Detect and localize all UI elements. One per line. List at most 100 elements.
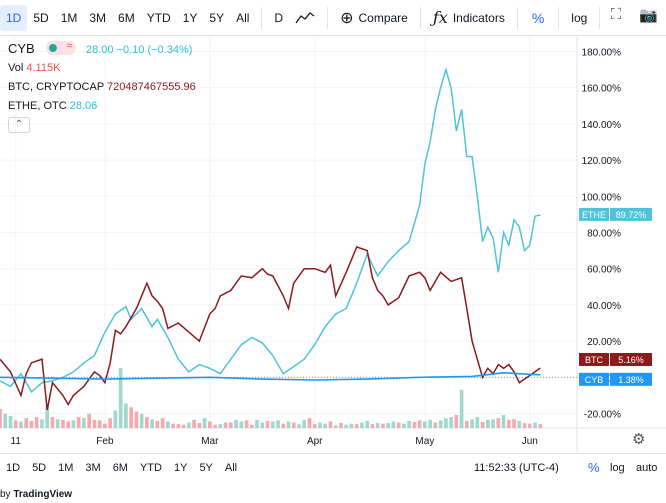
volume-bar: [118, 368, 123, 428]
log-scale-button[interactable]: log: [565, 5, 593, 31]
volume-bar: [29, 420, 34, 428]
volume-bar: [129, 407, 133, 428]
range-1d[interactable]: 1D: [6, 461, 21, 474]
y-tick-label: 160.00%: [582, 84, 622, 95]
volume-bar: [485, 419, 490, 428]
volume-bar: [82, 418, 86, 428]
volume-bar: [50, 417, 55, 428]
interval-1y[interactable]: 1Y: [182, 10, 198, 25]
last-value-label-btc: BTC 5.16%: [579, 352, 652, 366]
interval-5y[interactable]: 5Y: [209, 10, 225, 25]
volume-bar: [386, 423, 390, 428]
main-symbol-label[interactable]: CYB: [8, 41, 35, 56]
fullscreen-icon[interactable]: ⛶: [610, 6, 622, 23]
chart-style-button[interactable]: [289, 5, 321, 31]
interval-ytd[interactable]: YTD: [146, 10, 171, 25]
range-3m[interactable]: 3M: [85, 461, 101, 474]
series-line-ethe: [0, 66, 541, 393]
interval-all[interactable]: All: [236, 10, 250, 25]
y-tick-label: 100.00%: [582, 192, 622, 203]
x-tick-label: Mar: [201, 436, 219, 447]
toolbar-divider: [327, 6, 329, 29]
branding[interactable]: by TradingView: [0, 489, 72, 500]
range-ytd[interactable]: YTD: [139, 461, 162, 474]
volume-bar: [134, 411, 139, 428]
interval-6m[interactable]: 6M: [118, 10, 135, 25]
y-tick-label: 120.00%: [582, 156, 622, 167]
volume-bar: [354, 424, 359, 428]
percent-scale-button[interactable]: %: [531, 9, 545, 26]
range-6m[interactable]: 6M: [112, 461, 128, 474]
auto-toggle[interactable]: auto: [636, 462, 658, 474]
camera-icon[interactable]: 📷: [639, 7, 658, 24]
collapse-legend-button[interactable]: ⌃: [8, 117, 30, 133]
volume-bar: [438, 420, 443, 428]
series-line-btc: [0, 246, 541, 411]
volume-bar: [76, 417, 81, 428]
volume-bar: [291, 422, 296, 428]
volume-bar: [139, 413, 144, 428]
volume-bar: [402, 423, 406, 428]
log-label: log: [571, 10, 588, 25]
volume-bar: [260, 422, 265, 428]
branding-name: TradingView: [13, 489, 73, 500]
volume-bar: [108, 418, 112, 428]
interval-5d[interactable]: 5D: [33, 10, 49, 25]
volume-bar: [61, 419, 65, 428]
x-tick-label: May: [415, 436, 434, 447]
volume-bar: [0, 408, 2, 428]
indicators-button[interactable]: ƒx Indicators: [427, 5, 511, 31]
last-value-box: [610, 207, 652, 221]
x-tick-label: Jun: [522, 436, 538, 447]
volume-bar: [228, 422, 233, 428]
volume-bar: [449, 417, 453, 428]
range-all[interactable]: All: [224, 461, 238, 474]
chevron-up-icon: ⌃: [14, 119, 24, 130]
range-1y[interactable]: 1Y: [173, 461, 188, 474]
range-5d[interactable]: 5D: [32, 461, 47, 474]
y-tick-label: 140.00%: [582, 120, 622, 131]
gear-icon[interactable]: ⚙: [632, 431, 646, 448]
interval-1d[interactable]: 1D: [0, 4, 28, 31]
date-range-buttons: 1D 5D 1M 3M 6M YTD 1Y 5Y All: [0, 462, 243, 474]
price-chart[interactable]: 180.00% 160.00% 140.00% 120.00% 100.00% 80.00…: [0, 37, 666, 452]
last-value-text: 5.16%: [618, 355, 644, 365]
volume-bar: [13, 420, 18, 428]
toolbar-divider: [261, 6, 263, 29]
log-toggle[interactable]: log: [610, 462, 625, 474]
volume-bar: [239, 421, 244, 428]
volume-bar: [207, 421, 212, 428]
interval-3m[interactable]: 3M: [89, 10, 107, 25]
volume-bar: [475, 417, 480, 428]
range-1m[interactable]: 1M: [58, 461, 74, 474]
ethe-label[interactable]: ETHE, OTC: [8, 100, 67, 112]
volume-bar: [244, 420, 249, 428]
last-value-symbol: ETHE: [582, 210, 606, 220]
volume-bar: [381, 423, 385, 428]
volume-bar: [103, 423, 107, 428]
btc-value: 720487467555.96: [107, 81, 196, 93]
percent-toggle[interactable]: %: [588, 460, 600, 475]
approx-icon: ≈: [66, 40, 73, 52]
volume-bar: [265, 420, 270, 428]
timezone-clock[interactable]: 11:52:33 (UTC-4): [474, 462, 559, 474]
volume-bar: [333, 425, 338, 428]
timeframe-button[interactable]: D: [268, 5, 289, 31]
volume-bar: [375, 423, 380, 428]
btc-label[interactable]: BTC, CRYPTOCAP: [8, 81, 104, 93]
x-tick-label: Apr: [307, 436, 323, 447]
volume-bar: [202, 418, 207, 428]
volume-bar: [255, 419, 259, 428]
volume-bar: [181, 424, 186, 428]
volume-bar: [187, 422, 191, 428]
volume-bar: [218, 424, 223, 428]
y-tick-label: -20.00%: [584, 410, 621, 421]
volume-bar: [97, 420, 102, 428]
range-5y[interactable]: 5Y: [199, 461, 213, 474]
volume-label[interactable]: Vol: [8, 62, 24, 74]
line-style-icon: [295, 11, 315, 23]
compare-button[interactable]: ⊕ Compare: [334, 5, 414, 31]
interval-1m[interactable]: 1M: [60, 10, 78, 25]
volume-bar: [19, 421, 23, 428]
market-status-badge[interactable]: ≈: [46, 40, 77, 55]
